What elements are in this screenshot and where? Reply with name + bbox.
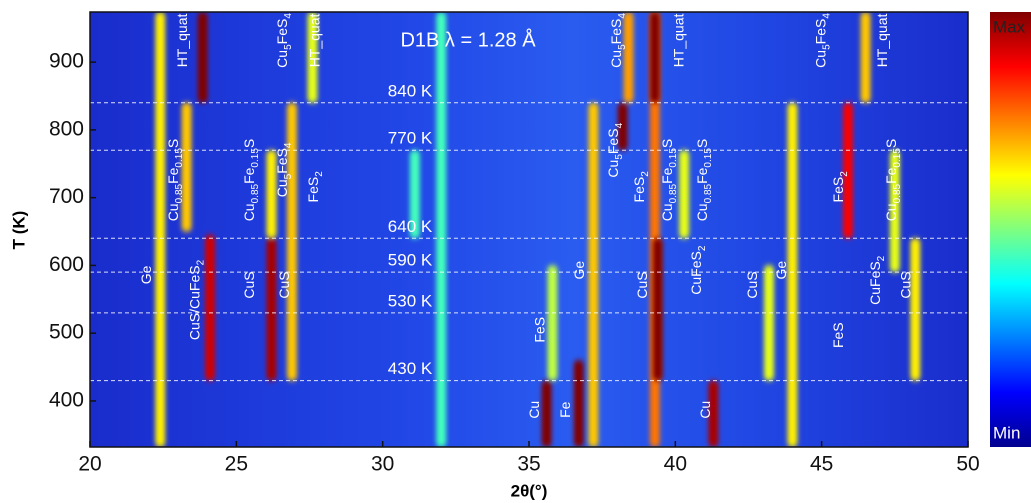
intensity-streak — [652, 238, 663, 381]
intensity-streak — [649, 12, 660, 103]
intensity-streak — [181, 102, 192, 232]
y-tick-label: 600 — [49, 253, 84, 276]
temperature-label: 590 K — [388, 251, 433, 270]
x-tick-label: 45 — [810, 453, 833, 476]
phase-annotation: CuFeS2 — [867, 255, 887, 305]
intensity-streak — [155, 12, 166, 447]
temperature-label: 430 K — [388, 359, 433, 378]
x-tick-label: 50 — [956, 453, 979, 476]
phase-annotation: Ge — [138, 265, 154, 284]
intensity-streak — [787, 102, 798, 447]
intensity-streak — [204, 234, 215, 381]
intensity-streak — [843, 102, 854, 239]
phase-annotation: CuS/CuFeS2 — [186, 259, 206, 340]
intensity-streak — [860, 12, 871, 103]
intensity-streak — [436, 12, 447, 447]
phase-annotation: HT_quat — [670, 14, 686, 68]
temperature-label: 530 K — [388, 291, 433, 310]
phase-annotation: Cu0.85Fe0.15S — [659, 139, 679, 222]
phase-annotation: FeS2 — [631, 171, 651, 203]
phase-annotation: HT_quat — [874, 14, 890, 68]
temperature-label: 770 K — [388, 129, 433, 148]
y-tick-label: 400 — [49, 388, 84, 411]
intensity-streak — [910, 238, 921, 381]
phase-annotation: CuS — [276, 271, 292, 298]
intensity-streak — [197, 12, 208, 103]
phase-annotation: Ge — [773, 261, 789, 280]
x-tick-label: 40 — [664, 453, 687, 476]
phase-annotation: Cu0.85Fe0.15S — [694, 139, 714, 222]
intensity-streak — [573, 360, 584, 447]
phase-annotation: CuS — [634, 271, 650, 298]
phase-annotation: Fe — [557, 401, 573, 418]
y-tick-label: 700 — [49, 185, 84, 208]
intensity-streak — [588, 102, 599, 447]
phase-annotation: Cu — [526, 401, 542, 419]
phase-annotation: FeS2 — [830, 171, 850, 203]
intensity-streak — [623, 12, 634, 103]
intensity-streak — [307, 12, 318, 103]
phase-annotation: Cu5FeS4 — [274, 13, 294, 68]
temperature-label: 640 K — [388, 217, 433, 236]
intensity-streak — [679, 150, 690, 239]
intensity-streak — [708, 380, 719, 447]
y-tick-label: 900 — [49, 50, 84, 73]
phase-annotation: CuS — [744, 271, 760, 298]
temperature-label: 840 K — [388, 81, 433, 100]
colorbar-min-label: Min — [993, 423, 1020, 442]
phase-annotation: Cu5FeS4 — [608, 13, 628, 68]
x-axis-label: 2θ(°) — [511, 481, 548, 500]
y-tick-label: 800 — [49, 117, 84, 140]
y-axis-label: T (K) — [9, 211, 28, 250]
phase-annotation: CuS — [241, 271, 257, 298]
intensity-streak — [617, 102, 628, 151]
x-tick-label: 25 — [225, 453, 248, 476]
intensity-streak — [266, 150, 277, 239]
x-tick-label: 35 — [517, 453, 540, 476]
phase-annotation: FeS — [830, 322, 846, 348]
phase-annotation: Cu5FeS4 — [812, 13, 832, 68]
overlay: 840 K 770 K 640 K 590 K 530 K 430 K HT_quat Cu5… — [90, 13, 968, 419]
intensity-streak — [266, 238, 277, 381]
heatmap-background — [90, 12, 968, 447]
phase-annotation: Cu5FeS4 — [274, 142, 294, 197]
phase-annotation: Cu — [697, 401, 713, 419]
intensity-streak — [286, 102, 297, 381]
phase-annotation: Ge — [571, 261, 587, 280]
intensity-streak — [409, 150, 420, 239]
streaks — [155, 12, 921, 447]
phase-annotation: HT_quat — [306, 14, 322, 68]
x-tick-label: 20 — [78, 453, 101, 476]
intensity-streak — [763, 265, 774, 381]
colorbar — [990, 12, 1031, 447]
phase-annotation: Cu0.85Fe0.15S — [241, 139, 261, 222]
x-tick-label: 30 — [371, 453, 394, 476]
intensity-streak — [541, 380, 552, 447]
phase-annotation: CuFeS2 — [688, 245, 708, 295]
chart-title: D1B λ = 1.28 Å — [400, 28, 536, 51]
phase-annotation: FeS — [531, 317, 547, 343]
phase-annotation: FeS2 — [305, 171, 325, 203]
phase-annotation: Cu5FeS4 — [605, 122, 625, 177]
intensity-streak — [547, 265, 558, 381]
phase-annotation: HT_quat — [174, 14, 190, 68]
phase-annotation: Cu0.85Fe0.15S — [165, 139, 185, 222]
phase-annotation: CuS — [897, 271, 913, 298]
intensity-streak — [889, 150, 900, 273]
phase-annotation: Cu0.85Fe0.15S — [883, 139, 903, 222]
colorbar-max-label: Max — [993, 17, 1026, 36]
y-tick-label: 500 — [49, 321, 84, 344]
